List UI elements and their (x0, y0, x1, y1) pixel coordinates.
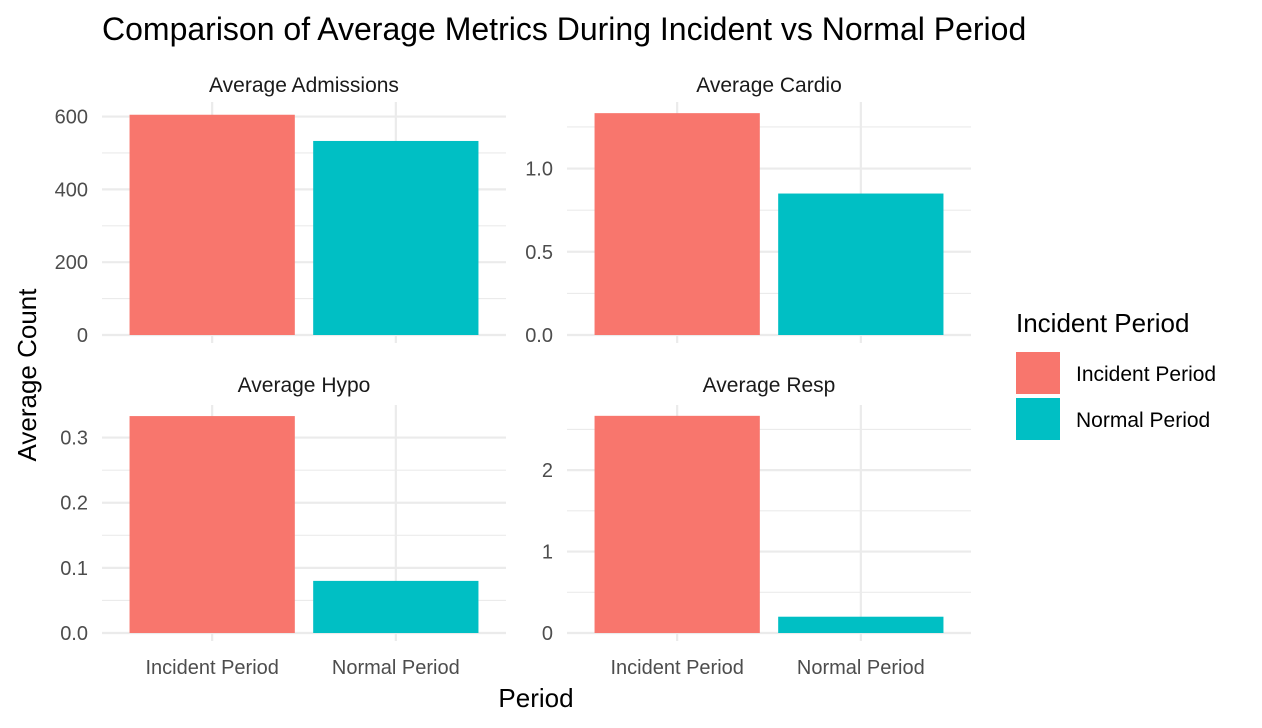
facet-panel: Average Admissions 0 200 400 600 (55, 74, 506, 347)
facet-panel: Average Cardio 0.0 0.5 1.0 (525, 74, 971, 347)
y-axis-title: Average Count (12, 288, 42, 462)
legend-key-incident-period (1016, 352, 1060, 394)
facet-title: Average Resp (703, 374, 836, 397)
chart-title: Comparison of Average Metrics During Inc… (102, 11, 1026, 47)
bar-incident-period (594, 113, 760, 335)
y-tick-label: 0 (77, 325, 88, 347)
bar-incident-period (129, 416, 295, 633)
legend: Incident Period Incident Period Normal P… (1016, 308, 1216, 440)
x-tick-label: Incident Period (610, 657, 743, 679)
legend-key-normal-period (1016, 398, 1060, 440)
bar-normal-period (778, 616, 944, 633)
y-tick-label: 0 (542, 623, 553, 645)
y-tick-label: 0.0 (60, 623, 88, 645)
legend-label-incident-period: Incident Period (1076, 363, 1216, 386)
facet-title: Average Hypo (238, 374, 371, 397)
facet-title: Average Admissions (209, 74, 399, 97)
legend-title: Incident Period (1016, 308, 1189, 338)
y-tick-label: 0.1 (60, 558, 88, 580)
y-tick-label: 600 (55, 107, 88, 129)
facet-title: Average Cardio (696, 74, 842, 97)
x-tick-label: Normal Period (332, 657, 460, 679)
y-tick-label: 2 (542, 460, 553, 482)
facet-panel: Average Resp 0 1 2 Incident Period Normal Per… (542, 374, 971, 679)
bar-incident-period (594, 415, 760, 633)
facet-panels: Average Admissions 0 200 400 600 Average Card… (55, 74, 971, 679)
y-tick-label: 0.2 (60, 493, 88, 515)
y-tick-label: 1 (542, 542, 553, 564)
y-tick-label: 200 (55, 252, 88, 274)
x-axis-title: Period (498, 683, 573, 713)
facet-panel: Average Hypo 0.0 0.1 0.2 0.3 Incident Period N… (60, 374, 506, 679)
x-tick-label: Incident Period (145, 657, 278, 679)
y-tick-label: 1.0 (525, 159, 553, 181)
y-tick-label: 0.0 (525, 325, 553, 347)
y-tick-label: 0.3 (60, 428, 88, 450)
bar-normal-period (313, 140, 479, 335)
bar-normal-period (313, 580, 479, 633)
x-tick-label: Normal Period (797, 657, 925, 679)
y-tick-label: 400 (55, 179, 88, 201)
bar-normal-period (778, 193, 944, 335)
legend-label-normal-period: Normal Period (1076, 409, 1210, 432)
bar-incident-period (129, 114, 295, 335)
y-tick-label: 0.5 (525, 242, 553, 264)
